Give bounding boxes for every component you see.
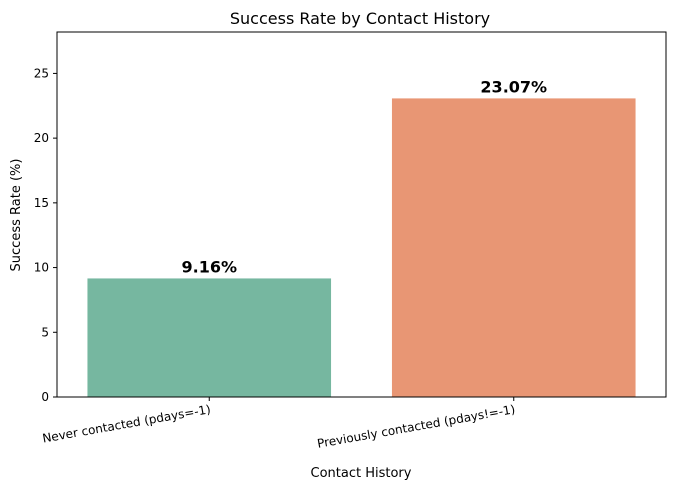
x-tick-label-1: Never contacted (pdays=-1): [41, 402, 211, 445]
bar-2: [391, 98, 636, 398]
bar-value-label-2: 23.07%: [480, 77, 547, 96]
x-tick-label-2: Previously contacted (pdays!=-1): [316, 402, 516, 451]
y-tick-label-2: 5: [41, 325, 49, 339]
y-tick-label-1: 0: [41, 390, 49, 404]
bar-value-label-1: 9.16%: [181, 257, 237, 276]
y-tick-label-6: 25: [34, 66, 49, 80]
chart-title: Success Rate by Contact History: [230, 9, 490, 28]
y-axis-label: Success Rate (%): [9, 159, 24, 272]
y-tick-label-4: 15: [34, 196, 49, 210]
plot-frame: [56, 31, 667, 398]
bar-1: [87, 278, 332, 397]
y-tick-label-5: 20: [34, 131, 49, 145]
x-axis-label: Contact History: [311, 466, 412, 481]
y-tick-label-3: 10: [34, 261, 49, 275]
